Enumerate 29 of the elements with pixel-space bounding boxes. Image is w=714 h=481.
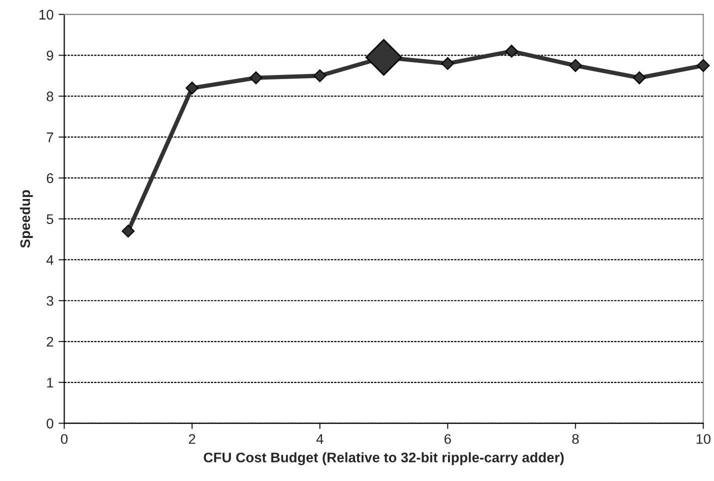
y-tick-label: 1	[47, 378, 54, 388]
x-tick-label: 4	[316, 434, 324, 444]
point	[313, 69, 326, 82]
point	[696, 59, 710, 72]
y-tick-label: 7	[46, 132, 54, 142]
point	[250, 71, 262, 84]
point	[186, 82, 199, 94]
y-axis-title: Speedup	[20, 190, 33, 248]
point	[441, 57, 454, 70]
y-tick-label: 9	[46, 50, 54, 60]
x-tick-label: 0	[60, 434, 68, 444]
x-tick-label: 2	[188, 434, 196, 444]
point	[365, 38, 402, 76]
y-tick-label: 0	[46, 418, 54, 428]
y-tick-label: 10	[39, 10, 54, 20]
y-tick-label: 6	[46, 173, 54, 184]
y-tick-label: 8	[46, 92, 54, 102]
y-tick-label: 5	[46, 214, 54, 224]
point	[632, 71, 646, 84]
y-tick-label: 2	[46, 336, 54, 347]
x-tick-label: 10	[696, 434, 710, 444]
point	[122, 224, 135, 238]
x-tick-label: 6	[444, 434, 451, 444]
y-tick-label: 4	[46, 255, 54, 265]
point	[505, 44, 518, 58]
x-axis-title: CFU Cost Budget (Relative to 32-bit ripple-carry adder)	[204, 452, 564, 466]
point	[569, 59, 582, 72]
y-tick-label: 3	[46, 296, 54, 306]
x-tick-label: 8	[572, 434, 579, 444]
